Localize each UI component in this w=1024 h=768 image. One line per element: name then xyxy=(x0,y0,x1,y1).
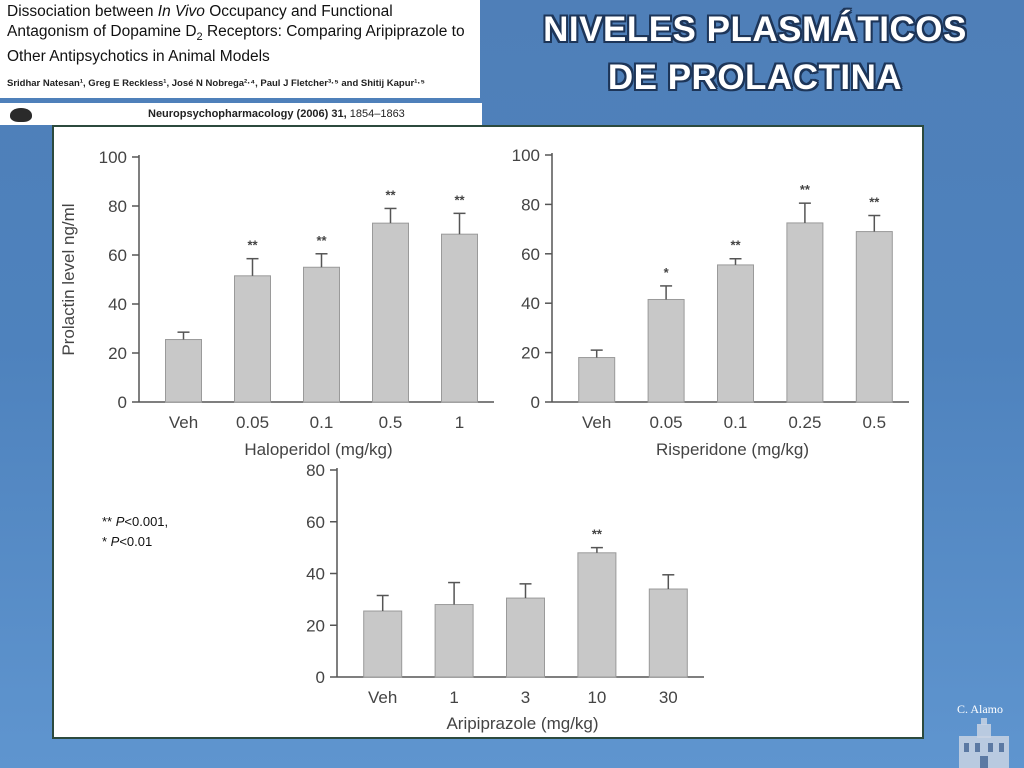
chart3-x-tick-label: Veh xyxy=(368,688,397,707)
author-credit: C. Alamo xyxy=(957,702,1004,716)
chart1-bar xyxy=(165,339,202,403)
chart3-x-axis-label: Aripiprazole (mg/kg) xyxy=(446,714,598,733)
chart1-bar xyxy=(372,222,409,403)
chart2-x-tick-label: 0.5 xyxy=(862,413,886,432)
chart1-bar xyxy=(303,266,340,403)
chart2-significance-mark: * xyxy=(664,265,670,280)
chart2-y-tick-label: 40 xyxy=(521,294,540,313)
journal-logo-icon xyxy=(10,108,32,122)
chart1-x-tick-label: 0.05 xyxy=(236,413,269,432)
chart2-bar xyxy=(647,298,685,403)
significance-line-1: ** P<0.001, xyxy=(102,514,169,529)
chart1-y-tick-label: 80 xyxy=(108,197,127,216)
prolactin-figure: 020406080100Veh**0.05**0.1**0.5**1Halope… xyxy=(59,146,909,733)
chart2-x-axis-label: Risperidone (mg/kg) xyxy=(656,440,809,459)
chart2-x-tick-label: Veh xyxy=(582,413,611,432)
chart3-bar xyxy=(434,604,474,678)
building-logo-icon xyxy=(959,718,1009,768)
chart1-significance-mark: ** xyxy=(247,238,258,253)
chart2-bar xyxy=(717,264,754,403)
chart3-y-tick-label: 80 xyxy=(306,461,325,480)
journal-reference: Neuropsychopharmacology (2006) 31, 1854–… xyxy=(148,108,405,120)
slide-title-line-1: NIVELES PLASMÁTICOS xyxy=(543,10,967,49)
significance-line-2: * P<0.01 xyxy=(102,534,153,549)
chart1-x-tick-label: Veh xyxy=(169,413,198,432)
chart2-significance-mark: ** xyxy=(730,238,741,253)
chart1-y-axis-label: Prolactin level ng/ml xyxy=(59,203,78,355)
journal-citation: Neuropsychopharmacology (2006) 31, 1854–… xyxy=(0,103,482,125)
chart1-significance-mark: ** xyxy=(385,187,396,202)
chart1-y-tick-label: 40 xyxy=(108,295,127,314)
chart2-bar xyxy=(855,231,893,403)
chart3-y-tick-label: 40 xyxy=(306,565,325,584)
chart1-y-tick-label: 100 xyxy=(99,148,127,167)
chart3-x-tick-label: 10 xyxy=(587,688,606,707)
figure-panel: 0 20 40 60 80 100 Veh ** 0.05 ** 0.1 ** 0.5 ** 1 Halope… xyxy=(52,125,924,739)
chart2-y-tick-label: 20 xyxy=(521,344,540,363)
paper-citation-header: Dissociation between In Vivo Occupancy a… xyxy=(0,0,480,98)
chart2-x-tick-label: 0.25 xyxy=(788,413,821,432)
chart3-y-tick-label: 60 xyxy=(306,513,325,532)
chart2-significance-mark: ** xyxy=(869,195,880,210)
slide-title: NIVELES PLASMÁTICOS DE PROLACTINA xyxy=(505,6,1005,102)
chart2-x-tick-label: 0.05 xyxy=(650,413,683,432)
chart1-x-tick-label: 0.1 xyxy=(310,413,334,432)
chart1-bar xyxy=(234,275,271,403)
chart3-y-tick-label: 20 xyxy=(306,616,325,635)
chart2-y-tick-label: 0 xyxy=(531,393,540,412)
chart1-y-tick-label: 0 xyxy=(118,393,127,412)
chart2-x-tick-label: 0.1 xyxy=(724,413,748,432)
slide-title-line-2: DE PROLACTINA xyxy=(607,58,903,97)
chart2-y-tick-label: 80 xyxy=(521,195,540,214)
chart1-bar xyxy=(441,233,478,403)
chart3-bar xyxy=(648,588,688,678)
significance-legend: ** P<0.001, * P<0.01 xyxy=(102,512,168,552)
chart3-y-tick-label: 0 xyxy=(316,668,325,687)
chart1-x-axis-label: Haloperidol (mg/kg) xyxy=(244,440,392,459)
chart1-y-tick-label: 60 xyxy=(108,246,127,265)
chart3-x-tick-label: 1 xyxy=(449,688,458,707)
chart1-significance-mark: ** xyxy=(454,192,465,207)
chart2-significance-mark: ** xyxy=(800,182,811,197)
chart1-x-tick-label: 0.5 xyxy=(379,413,403,432)
paper-authors: Sridhar Natesan¹, Greg E Reckless¹, José… xyxy=(7,78,425,89)
chart3-bar xyxy=(506,597,545,678)
chart3-bar xyxy=(363,610,403,678)
chart3-significance-mark: ** xyxy=(592,527,603,542)
chart3-x-tick-label: 30 xyxy=(659,688,678,707)
chart1-y-tick-label: 20 xyxy=(108,344,127,363)
paper-title: Dissociation between In Vivo Occupancy a… xyxy=(7,3,465,66)
chart3-x-tick-label: 3 xyxy=(521,688,530,707)
chart2-y-tick-label: 100 xyxy=(512,146,540,165)
chart2-y-tick-label: 60 xyxy=(521,245,540,264)
chart2-bar xyxy=(786,222,824,403)
chart3-bar xyxy=(577,552,617,678)
chart1-x-tick-label: 1 xyxy=(455,413,464,432)
chart1-significance-mark: ** xyxy=(316,233,327,248)
chart2-bar xyxy=(578,357,616,403)
